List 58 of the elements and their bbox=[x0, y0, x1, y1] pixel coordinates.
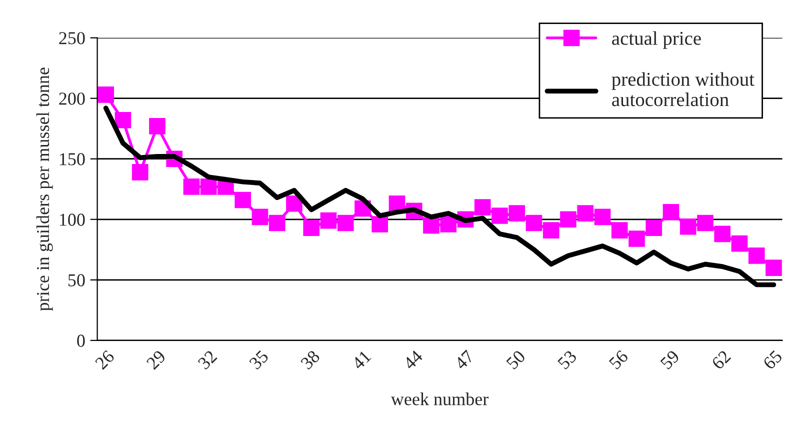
point bbox=[98, 86, 114, 103]
y-tick-label: 150 bbox=[60, 153, 85, 166]
point bbox=[337, 214, 354, 232]
y-tick-label: 50 bbox=[68, 274, 85, 286]
x-tick-label: 26 bbox=[94, 350, 116, 370]
point bbox=[697, 214, 714, 232]
point bbox=[542, 222, 560, 238]
x-tick-label: 32 bbox=[197, 350, 218, 370]
point bbox=[731, 235, 748, 252]
point bbox=[594, 208, 611, 226]
y-tick-label: 0 bbox=[77, 334, 85, 347]
point bbox=[577, 205, 594, 222]
point bbox=[200, 178, 217, 195]
point bbox=[252, 208, 268, 226]
point bbox=[748, 248, 765, 264]
point bbox=[474, 199, 491, 216]
x-tick-label: 44 bbox=[402, 349, 424, 370]
point bbox=[628, 230, 645, 247]
x-tick-label: 29 bbox=[146, 350, 166, 370]
x-tick-label: 59 bbox=[660, 350, 680, 370]
point bbox=[268, 214, 286, 232]
legend-label: prediction without autocorrelation bbox=[612, 72, 754, 106]
point bbox=[714, 226, 731, 242]
x-tick-label: 41 bbox=[351, 350, 372, 370]
x-tick-label: 62 bbox=[711, 350, 732, 370]
point bbox=[183, 178, 200, 195]
point bbox=[286, 195, 302, 212]
y-axis-title: price in guilders per mussel tonne bbox=[36, 68, 53, 311]
x-axis-title: week number bbox=[390, 392, 489, 406]
x-tick-label: 53 bbox=[557, 350, 578, 370]
point bbox=[114, 112, 132, 128]
point bbox=[234, 192, 252, 208]
point bbox=[680, 218, 696, 235]
point bbox=[508, 205, 526, 222]
point bbox=[766, 260, 782, 276]
point bbox=[646, 220, 662, 236]
x-tick-label: 50 bbox=[506, 350, 526, 370]
point bbox=[440, 216, 457, 232]
y-tick-label: 100 bbox=[60, 214, 85, 226]
x-tick-label: 38 bbox=[300, 350, 320, 370]
x-tick-label: 35 bbox=[248, 350, 270, 370]
point bbox=[423, 217, 440, 234]
point bbox=[492, 208, 508, 224]
x-tick-label: 56 bbox=[608, 350, 629, 370]
point bbox=[560, 211, 576, 228]
y-tick-label: 250 bbox=[59, 32, 85, 44]
point bbox=[303, 220, 320, 236]
point bbox=[149, 118, 166, 134]
point bbox=[611, 222, 628, 238]
x-tick-label: 47 bbox=[454, 350, 475, 370]
legend-label: actual price bbox=[612, 31, 701, 49]
point bbox=[526, 214, 542, 232]
point bbox=[320, 212, 337, 229]
point bbox=[662, 204, 680, 220]
y-tick-label: 200 bbox=[59, 92, 85, 105]
point bbox=[372, 216, 388, 232]
x-tick-label: 65 bbox=[762, 350, 783, 370]
point bbox=[132, 164, 148, 180]
